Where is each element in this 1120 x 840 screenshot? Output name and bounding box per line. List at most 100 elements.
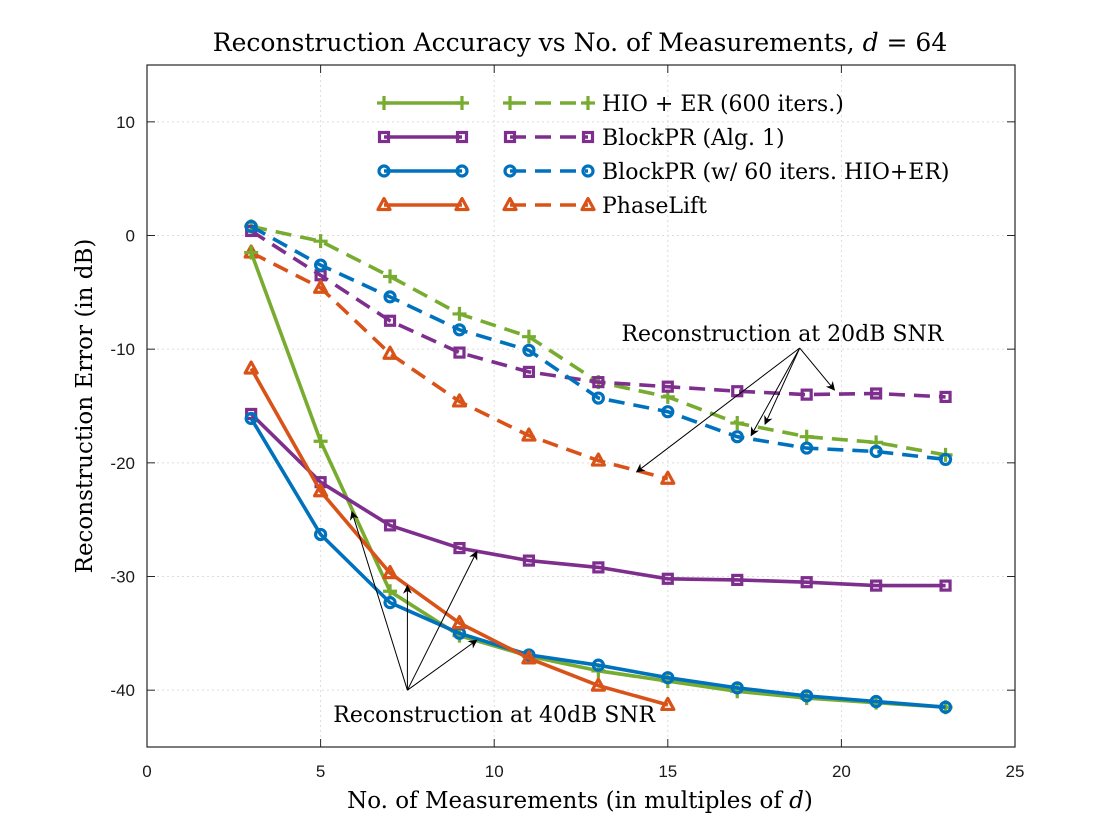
data-point-shape	[731, 573, 744, 587]
data-point	[313, 483, 329, 498]
data-point-shape	[383, 584, 398, 599]
series-blockpr-w-60-iters-hio-er-20db	[244, 219, 953, 467]
data-point-shape	[730, 430, 744, 444]
y-tick-label: 10	[116, 113, 135, 132]
data-point	[592, 561, 605, 574]
data-point	[383, 596, 397, 610]
legend-label: HIO + ER (600 iters.)	[602, 92, 844, 117]
data-point	[521, 650, 537, 665]
series-phaselift-40db	[243, 360, 676, 712]
series-line	[249, 417, 946, 709]
data-point	[244, 411, 258, 426]
legend-marker	[581, 164, 595, 178]
data-point	[800, 441, 814, 455]
data-point	[313, 279, 329, 294]
series-line	[249, 412, 946, 588]
plot-series	[243, 219, 953, 715]
legend-marker-shape	[502, 196, 518, 212]
data-point	[939, 579, 952, 592]
annotation-arrow	[750, 347, 801, 437]
legend-marker	[455, 130, 469, 144]
legend-marker	[503, 96, 517, 110]
series-line	[250, 229, 946, 399]
data-point-shape	[869, 694, 883, 709]
data-point	[313, 234, 328, 249]
data-point-shape	[939, 579, 952, 592]
data-point	[938, 700, 953, 714]
data-point	[521, 427, 537, 442]
data-point-shape	[453, 541, 466, 555]
axis-ticks: 0 5 10 15 20 25 10 0 -10 -20 -30 -40	[110, 65, 1024, 781]
data-point-shape	[522, 343, 536, 357]
data-point-shape	[452, 306, 467, 321]
data-point	[661, 380, 674, 393]
data-point	[243, 360, 259, 375]
data-point-shape	[592, 376, 605, 389]
legend-marker	[455, 164, 469, 178]
annotations: Reconstruction at 20dB SNR Reconstruction…	[333, 322, 944, 728]
data-point	[453, 541, 466, 555]
annotation-label: Reconstruction at 20dB SNR	[621, 322, 944, 347]
y-axis-label: Reconstruction Error (in dB)	[72, 239, 98, 574]
x-tick-label: 5	[316, 762, 325, 781]
legend-marker-shape	[377, 164, 391, 178]
x-tick-label: 15	[658, 762, 677, 781]
legend-marker	[580, 196, 596, 212]
data-point	[521, 329, 536, 344]
series-line	[250, 250, 669, 481]
data-point	[522, 365, 536, 378]
data-point	[938, 452, 953, 467]
plot-frame	[146, 64, 1016, 748]
legend-entry: BlockPR (w/ 60 iters. HIO+ER)	[377, 160, 950, 185]
data-point-shape	[800, 441, 814, 455]
legend-marker	[455, 96, 469, 110]
data-point-shape	[590, 677, 606, 692]
data-point	[452, 323, 467, 337]
annotation-arrow	[799, 347, 836, 391]
data-point-shape	[800, 689, 814, 703]
data-point	[383, 314, 397, 327]
data-point	[313, 434, 328, 449]
data-point	[730, 416, 745, 431]
data-point-shape	[452, 323, 467, 337]
data-point	[451, 615, 468, 630]
data-point-shape	[314, 527, 328, 542]
data-point-shape	[521, 427, 537, 442]
data-point-shape	[730, 681, 744, 695]
legend-marker-shape	[377, 130, 391, 144]
data-point	[383, 519, 397, 532]
annotation-arrow	[349, 510, 408, 691]
legend-label: BlockPR (w/ 60 iters. HIO+ER)	[602, 160, 950, 185]
data-point-shape	[938, 700, 953, 714]
y-tick-label: -20	[110, 454, 135, 473]
data-point	[870, 579, 883, 592]
data-point	[452, 306, 467, 321]
data-point	[731, 573, 744, 587]
legend-marker	[454, 196, 470, 212]
data-point-shape	[244, 245, 259, 260]
data-point-shape	[661, 405, 675, 419]
data-point	[383, 269, 398, 284]
data-point	[451, 393, 468, 408]
legend-marker-shape	[581, 96, 595, 110]
annotation-arrow	[635, 347, 801, 473]
data-point	[382, 345, 398, 360]
data-point	[591, 658, 605, 672]
data-point-shape	[383, 314, 397, 327]
data-point	[453, 346, 466, 359]
data-point-shape	[244, 219, 258, 234]
data-point	[661, 671, 675, 685]
y-tick-label: -40	[110, 681, 135, 700]
data-point-shape	[244, 411, 258, 426]
legend-marker	[376, 196, 392, 212]
data-point-shape	[591, 391, 605, 405]
x-tick-label: 0	[142, 762, 151, 781]
data-point	[314, 527, 328, 542]
data-point	[522, 343, 536, 357]
x-tick-label: 25	[1006, 762, 1025, 781]
data-point	[244, 245, 259, 260]
data-point	[244, 219, 258, 234]
data-point	[730, 681, 744, 695]
data-point	[660, 696, 676, 712]
series-blockpr-alg-1-40db	[245, 407, 952, 592]
